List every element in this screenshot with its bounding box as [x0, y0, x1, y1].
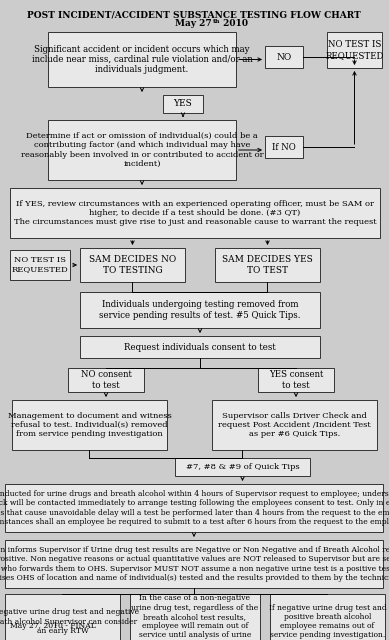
Text: Determine if act or omission of individual(s) could be a
contributing factor (an: Determine if act or omission of individu… — [21, 132, 263, 168]
Text: #7, #8 & #9 of Quick Tips: #7, #8 & #9 of Quick Tips — [186, 463, 299, 471]
Text: NO consent
to test: NO consent to test — [81, 371, 131, 390]
Text: If negative urine drug test and negative
breath alcohol Supervisor can consider
: If negative urine drug test and negative… — [0, 608, 139, 635]
Bar — [212, 400, 377, 450]
Text: Testing is conducted for urine drugs and breath alcohol within 4 hours of Superv: Testing is conducted for urine drugs and… — [0, 490, 389, 526]
Text: If negative urine drug test and
positive breath alcohol
employee remains out of
: If negative urine drug test and positive… — [269, 604, 386, 639]
Text: Significant accident or incident occurs which may
include near miss, cardinal ru: Significant accident or incident occurs … — [32, 45, 252, 74]
Bar — [130, 594, 260, 640]
Text: NO TEST IS
REQUESTED: NO TEST IS REQUESTED — [12, 257, 68, 274]
Bar — [5, 484, 383, 532]
Bar — [215, 248, 320, 282]
Bar — [12, 400, 167, 450]
Text: YES consent
to test: YES consent to test — [269, 371, 323, 390]
Text: SAM DECIDES YES
TO TEST: SAM DECIDES YES TO TEST — [222, 255, 313, 275]
Text: NO: NO — [276, 52, 292, 61]
Bar — [163, 95, 203, 113]
Text: May 27: May 27 — [175, 19, 212, 28]
Text: Request individuals consent to test: Request individuals consent to test — [124, 342, 276, 351]
Bar — [48, 120, 236, 180]
Text: Individuals undergoing testing removed from
service pending results of test. #5 : Individuals undergoing testing removed f… — [99, 300, 301, 320]
Text: YES: YES — [173, 99, 193, 109]
Text: th: th — [213, 19, 221, 24]
Bar — [5, 540, 383, 588]
Bar — [68, 368, 144, 392]
Text: Management to document and witness
refusal to test. Individual(s) removed
from s: Management to document and witness refus… — [8, 412, 172, 438]
Bar — [175, 458, 310, 476]
Text: NO TEST IS
REQUESTED: NO TEST IS REQUESTED — [325, 40, 384, 60]
Bar — [265, 136, 303, 158]
Bar — [5, 594, 120, 640]
Bar — [10, 250, 70, 280]
Text: Technician informs Supervisor if Urine drug test results are Negative or Non Neg: Technician informs Supervisor if Urine d… — [0, 546, 389, 582]
Text: Supervisor calls Driver Check and
request Post Accident /Incident Test
as per #6: Supervisor calls Driver Check and reques… — [218, 412, 371, 438]
Text: 2010: 2010 — [220, 19, 248, 28]
Bar — [270, 594, 385, 640]
Bar — [48, 32, 236, 87]
Bar — [265, 46, 303, 68]
Text: If NO: If NO — [272, 143, 296, 152]
Text: POST INCIDENT/ACCIDENT SUBSTANCE TESTING FLOW CHART: POST INCIDENT/ACCIDENT SUBSTANCE TESTING… — [27, 10, 361, 19]
Text: In the case of a non-negative
urine drug test, regardless of the
breath alcohol : In the case of a non-negative urine drug… — [131, 595, 259, 640]
Bar — [327, 32, 382, 68]
Bar — [258, 368, 334, 392]
Bar — [80, 248, 185, 282]
Text: If YES, review circumstances with an experienced operating officer, must be SAM : If YES, review circumstances with an exp… — [14, 200, 376, 226]
Text: SAM DECIDES NO
TO TESTING: SAM DECIDES NO TO TESTING — [89, 255, 176, 275]
Bar — [80, 336, 320, 358]
Bar — [10, 188, 380, 238]
Text: May 27, 2010 - FINAL: May 27, 2010 - FINAL — [10, 622, 96, 630]
Bar — [80, 292, 320, 328]
